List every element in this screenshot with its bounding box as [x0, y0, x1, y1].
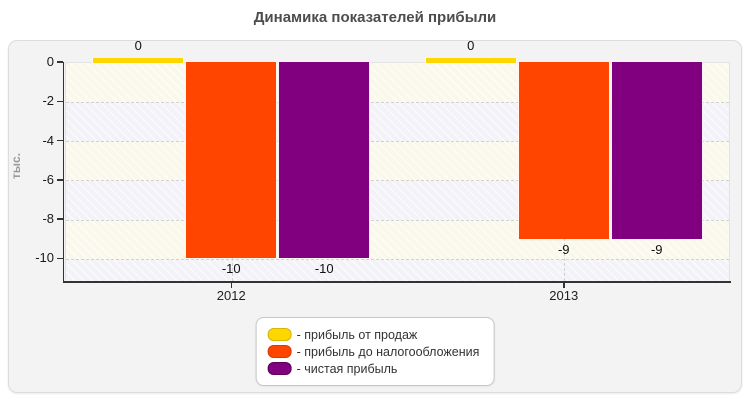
- y-axis-tick: [57, 61, 63, 63]
- y-axis-tick: [57, 218, 63, 220]
- legend-item: - прибыль до налогообложения: [267, 343, 480, 360]
- bar-2012-series-1: [92, 58, 185, 63]
- legend-label: - прибыль до налогообложения: [296, 344, 480, 359]
- bar-value-label: -10: [314, 261, 334, 277]
- legend: - прибыль от продаж - прибыль до налогооб…: [255, 317, 495, 386]
- legend-item: - чистая прибыль: [267, 360, 480, 377]
- x-axis-line: [62, 281, 731, 283]
- bar-2012-series-3: [278, 62, 371, 259]
- y-tick-label: -8: [42, 211, 54, 227]
- y-axis-tick: [57, 179, 63, 181]
- legend-rows: - прибыль от продаж - прибыль до налогооб…: [267, 326, 480, 377]
- y-axis-line: [62, 62, 64, 282]
- legend-label: - чистая прибыль: [296, 361, 398, 376]
- gridline-horizontal: [66, 219, 729, 221]
- y-tick-label: 0: [46, 54, 54, 69]
- bar-value-label: -9: [650, 241, 663, 257]
- legend-swatch: [267, 362, 292, 375]
- bar-value-label: 0: [467, 38, 475, 53]
- gridline-horizontal: [66, 258, 729, 260]
- bar-2013-series-3: [610, 62, 703, 239]
- gridline-horizontal: [66, 141, 729, 143]
- legend-swatch: [267, 345, 292, 358]
- x-category-label: 2012: [216, 288, 246, 303]
- bar-value-label: 0: [134, 38, 142, 53]
- bar-value-label: -10: [221, 261, 241, 277]
- gridline-horizontal: [66, 180, 729, 182]
- bar-2013-series-1: [424, 58, 517, 63]
- legend-label: - прибыль от продаж: [296, 327, 418, 342]
- x-category-label: 2013: [549, 288, 579, 303]
- legend-item: - прибыль от продаж: [267, 326, 480, 343]
- y-axis-tick: [57, 139, 63, 142]
- x-axis-tick: [563, 283, 565, 288]
- bar-value-label: -9: [557, 241, 570, 257]
- gridline-horizontal: [66, 101, 729, 103]
- y-tick-label: -10: [35, 250, 54, 266]
- bar-2012-series-2: [185, 62, 278, 259]
- y-axis-tick: [57, 100, 63, 103]
- bar-2013-series-2: [517, 62, 610, 239]
- y-tick-label: -4: [42, 132, 54, 148]
- x-axis-tick: [230, 283, 232, 288]
- y-axis-tick: [57, 257, 63, 260]
- legend-swatch: [267, 328, 292, 341]
- y-tick-label: -2: [42, 93, 54, 109]
- y-tick-label: -6: [42, 171, 54, 187]
- chart-title: Динамика показателей прибыли: [253, 9, 497, 26]
